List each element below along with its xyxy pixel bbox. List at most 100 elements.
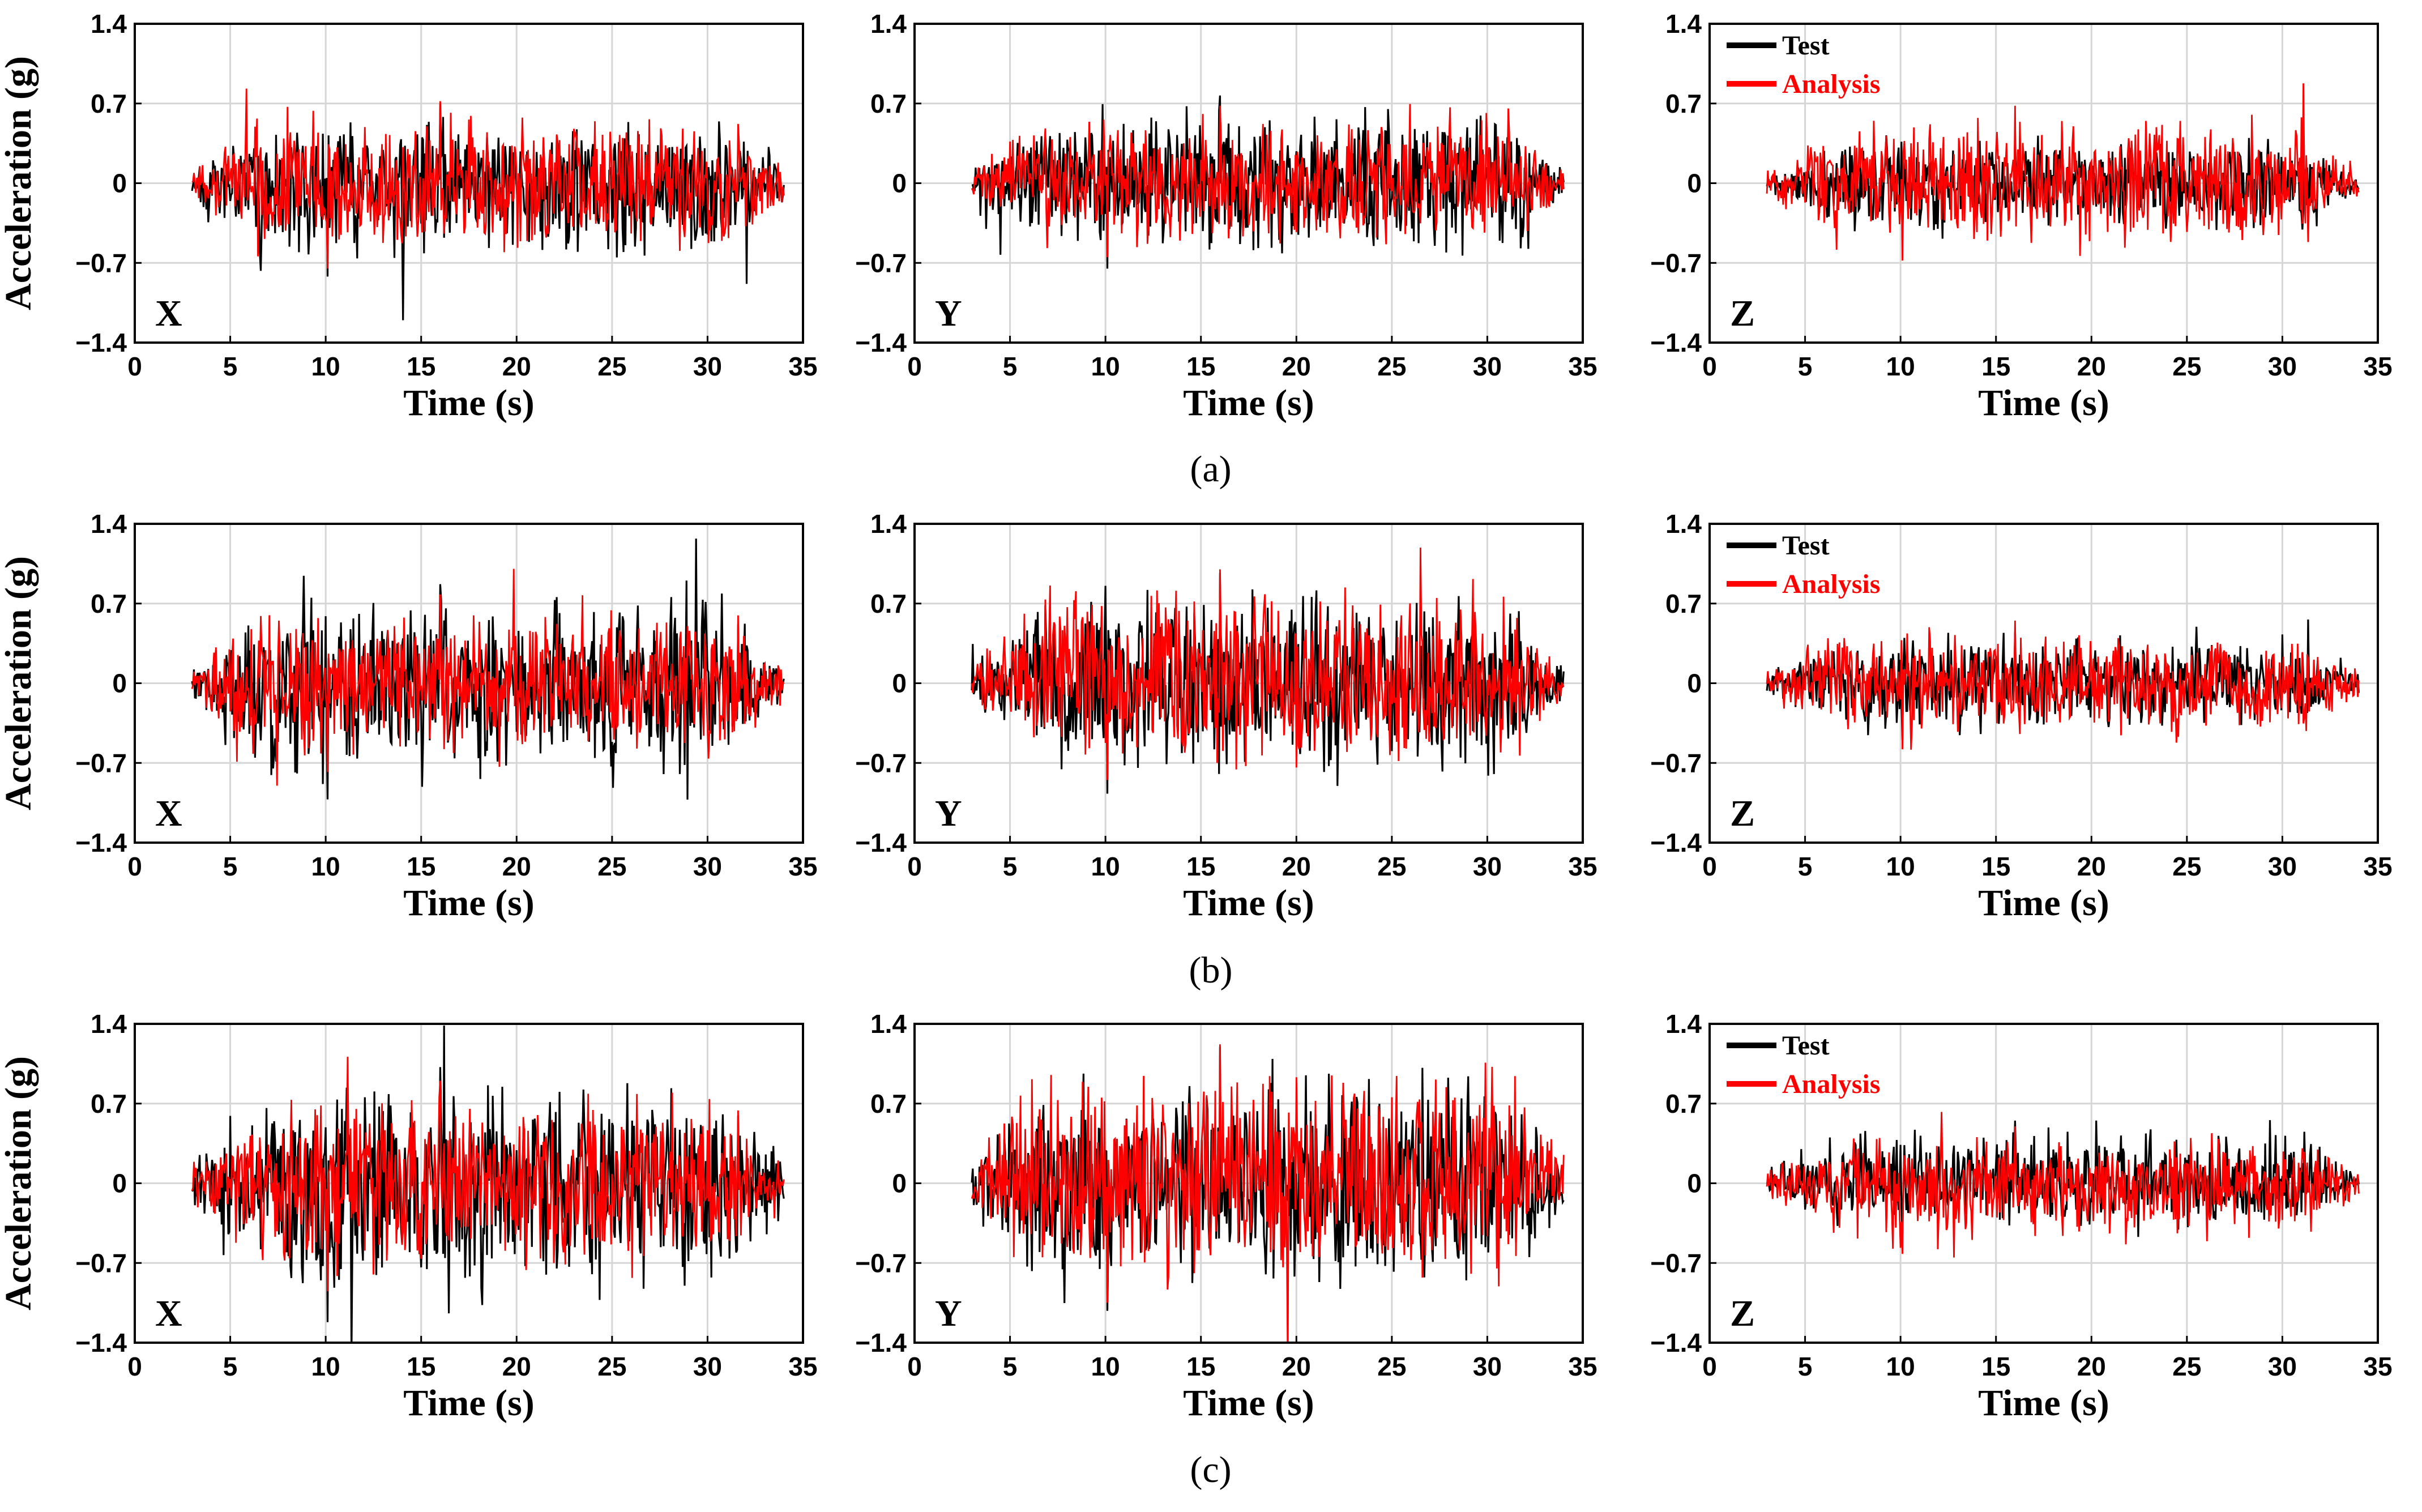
panel-x-row-3: 0 5 10 15 20 25 30 35 −1.4 −0.7 0 0.7 1.4 Time (s) Acc… [0,1009,818,1424]
x-tick-label: 20 [1282,852,1311,881]
x-axis-label: Time (s) [1183,382,1314,424]
x-tick-label: 0 [127,1352,142,1381]
x-tick-label: 5 [1798,352,1813,381]
y-tick-label: 1.4 [91,509,127,539]
x-tick-label: 35 [1568,852,1597,881]
x-tick-label: 15 [1186,852,1215,881]
x-tick-label: 15 [407,852,435,881]
x-axis-label: Time (s) [403,382,535,424]
x-tick-label: 5 [1798,852,1813,881]
legend-label-analysis: Analysis [1782,1069,1880,1099]
x-tick-label: 10 [1091,852,1120,881]
x-tick-label: 30 [693,1352,722,1381]
y-tick-label: 0 [1687,1169,1702,1198]
x-tick-label: 30 [1473,852,1502,881]
y-tick-label: 1.4 [870,509,907,539]
x-tick-label: 30 [1473,1352,1502,1381]
y-tick-label: −1.4 [855,328,907,357]
x-tick-label: 25 [2172,1352,2201,1381]
x-tick-label: 20 [2077,1352,2106,1381]
x-tick-label: 10 [311,852,340,881]
y-tick-label: 1.4 [91,9,127,39]
x-tick-label: 10 [311,352,340,381]
y-tick-label: 0.7 [870,89,907,118]
series-line-analysis [971,104,1565,258]
x-tick-label: 15 [1981,852,2010,881]
x-tick-label: 35 [788,852,817,881]
x-axis-label: Time (s) [1183,882,1314,924]
series-line-analysis [1766,83,2360,261]
y-tick-label: 0.7 [870,589,907,618]
x-tick-label: 5 [1003,352,1018,381]
row-caption: (a) [1190,449,1231,490]
y-tick-label: 0 [1687,669,1702,698]
x-tick-label: 30 [693,352,722,381]
series-line-analysis [1766,1112,2360,1258]
y-tick-label: −0.7 [855,748,907,778]
x-tick-label: 0 [127,852,142,881]
x-axis-label: Time (s) [1978,1382,2109,1424]
x-tick-label: 0 [907,1352,922,1381]
series-line-analysis [191,1057,785,1292]
x-tick-label: 5 [223,1352,238,1381]
y-tick-label: 0.7 [1665,1089,1702,1118]
y-tick-label: −0.7 [855,248,907,277]
x-tick-label: 30 [1473,352,1502,381]
x-tick-label: 20 [502,1352,531,1381]
x-tick-label: 20 [502,852,531,881]
x-tick-label: 35 [2363,852,2392,881]
y-axis-label: Acceleration (g) [0,556,39,810]
y-tick-label: 0 [892,669,907,698]
x-tick-label: 10 [311,1352,340,1381]
x-tick-label: 5 [1003,1352,1018,1381]
x-tick-label: 25 [597,352,626,381]
panel-x-row-1: 0 5 10 15 20 25 30 35 −1.4 −0.7 0 0.7 1.4 Time (s) Acc… [0,9,818,424]
y-tick-label: 1.4 [1665,9,1702,39]
y-tick-label: 0.7 [91,589,127,618]
row-caption: (c) [1190,1449,1231,1490]
series-line-test [191,1025,785,1343]
series-line-analysis [191,88,785,269]
x-tick-label: 30 [693,852,722,881]
x-tick-label: 10 [1886,1352,1915,1381]
y-tick-label: −0.7 [855,1248,907,1278]
y-tick-label: −1.4 [1650,828,1702,857]
x-tick-label: 35 [1568,1352,1597,1381]
x-tick-label: 5 [223,852,238,881]
panel-direction-label: X [155,293,182,334]
y-tick-label: 0 [1687,169,1702,198]
y-axis-label: Acceleration (g) [0,1056,39,1310]
y-tick-label: −0.7 [75,248,127,277]
series-line-test [971,573,1565,794]
x-tick-label: 20 [2077,352,2106,381]
panel-y-row-1: 0 5 10 15 20 25 30 35 −1.4 −0.7 0 0.7 1.4 Time (s) Y [855,9,1597,424]
x-tick-label: 20 [1282,352,1311,381]
panel-direction-label: X [155,793,182,834]
x-tick-label: 30 [2268,1352,2297,1381]
panel-direction-label: Z [1730,293,1755,334]
x-tick-label: 0 [907,352,922,381]
y-tick-label: 0.7 [91,1089,127,1118]
x-tick-label: 5 [1798,1352,1813,1381]
x-tick-label: 0 [1702,352,1717,381]
x-tick-label: 0 [907,852,922,881]
y-tick-label: −1.4 [855,1328,907,1357]
x-tick-label: 10 [1886,352,1915,381]
x-tick-label: 15 [1186,352,1215,381]
x-axis-label: Time (s) [1978,382,2109,424]
y-tick-label: −0.7 [75,1248,127,1278]
x-axis-label: Time (s) [1183,1382,1314,1424]
x-tick-label: 10 [1091,352,1120,381]
x-tick-label: 35 [788,1352,817,1381]
y-tick-label: 1.4 [870,9,907,39]
y-tick-label: 0.7 [1665,589,1702,618]
x-axis-label: Time (s) [1978,882,2109,924]
y-tick-label: −1.4 [75,828,127,857]
x-tick-label: 25 [2172,852,2201,881]
y-tick-label: 0 [892,1169,907,1198]
panel-y-row-3: 0 5 10 15 20 25 30 35 −1.4 −0.7 0 0.7 1.4 Time (s) Y [855,1009,1597,1424]
x-tick-label: 25 [597,1352,626,1381]
panel-x-row-2: 0 5 10 15 20 25 30 35 −1.4 −0.7 0 0.7 1.4 Time (s) Acc… [0,509,818,924]
legend: Test Analysis [1727,1031,1880,1099]
x-tick-label: 30 [2268,352,2297,381]
